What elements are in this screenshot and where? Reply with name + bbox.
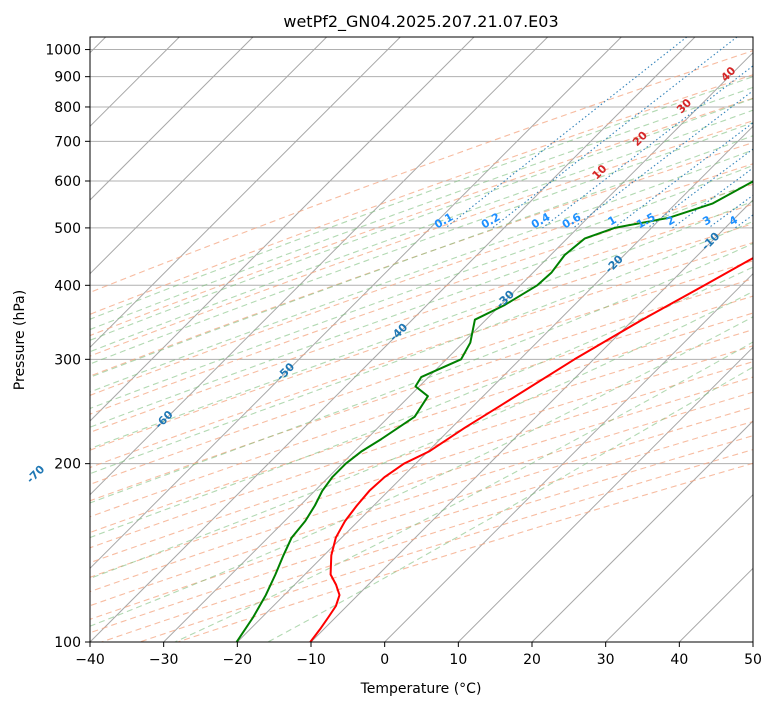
y-tick-label: 1000 bbox=[45, 43, 81, 59]
moist-adiabat bbox=[90, 164, 753, 410]
moist-adiabat bbox=[90, 266, 753, 539]
axes: −40 −30 −20 −10 0 10 20 30 40 50 1000 900 800 700 600 5… bbox=[45, 43, 762, 668]
isotherm-line bbox=[236, 125, 753, 642]
dewpoint-profile-line bbox=[235, 180, 753, 642]
y-tick-label: 500 bbox=[54, 221, 81, 237]
moist-adiabat bbox=[90, 76, 753, 320]
mixing-ratio-line bbox=[445, 37, 688, 229]
isotherm-line bbox=[605, 493, 753, 642]
mixing-ratio-line bbox=[672, 167, 753, 229]
y-tick-label: 600 bbox=[54, 174, 81, 190]
isotherm-line bbox=[90, 37, 549, 496]
y-tick-label: 300 bbox=[54, 352, 81, 368]
dry-adiabat bbox=[90, 183, 753, 415]
x-tick-label: 20 bbox=[523, 652, 541, 668]
moist-adiabat bbox=[90, 181, 753, 428]
moist-adiabat bbox=[90, 86, 753, 331]
isotherm-line bbox=[457, 346, 753, 642]
moist-adiabat bbox=[267, 366, 753, 642]
dry-adiabat bbox=[101, 435, 753, 642]
moist-adiabat bbox=[90, 200, 753, 450]
dry-adiabat bbox=[90, 361, 753, 578]
y-tick-label: 900 bbox=[54, 70, 81, 86]
chart-title: wetPf2_GN04.2025.207.21.07.E03 bbox=[283, 12, 558, 32]
background-lines bbox=[90, 37, 753, 642]
x-tick-label: 10 bbox=[449, 652, 467, 668]
x-tick-label: 40 bbox=[670, 652, 688, 668]
dry-adiabat bbox=[90, 97, 753, 337]
y-tick-label: 100 bbox=[54, 635, 81, 651]
x-tick-label: 0 bbox=[380, 652, 389, 668]
x-tick-label: −20 bbox=[223, 652, 253, 668]
x-tick-label: 50 bbox=[744, 652, 762, 668]
isotherm-line bbox=[90, 37, 696, 642]
y-tick-label: 400 bbox=[54, 278, 81, 294]
isotherm-line bbox=[90, 37, 328, 275]
y-tick-label: 700 bbox=[54, 134, 81, 150]
dry-adiabat bbox=[139, 449, 753, 642]
dry-adiabat bbox=[90, 329, 753, 549]
dry-adiabat bbox=[90, 141, 753, 377]
temperature-profile-line bbox=[309, 256, 753, 642]
y-tick-label: 200 bbox=[54, 457, 81, 473]
plot-frame bbox=[89, 36, 754, 643]
dry-adiabat bbox=[177, 462, 753, 642]
moist-adiabat bbox=[90, 97, 753, 341]
x-tick-label: −40 bbox=[75, 652, 105, 668]
x-tick-label: −10 bbox=[296, 652, 326, 668]
x-tick-label: 30 bbox=[597, 652, 615, 668]
isotherm-line bbox=[310, 199, 753, 642]
isotherm-line bbox=[752, 641, 753, 642]
moist-adiabat bbox=[90, 290, 753, 580]
x-tick-label: −30 bbox=[149, 652, 179, 668]
y-axis-label: Pressure (hPa) bbox=[12, 290, 28, 390]
data-lines bbox=[235, 180, 753, 642]
dry-adiabat bbox=[90, 345, 753, 564]
isotherm-line bbox=[531, 420, 753, 642]
isotherm-line bbox=[90, 37, 254, 201]
isotherm-line bbox=[163, 51, 753, 642]
moist-adiabat bbox=[90, 242, 753, 504]
mixing-ratio-line bbox=[542, 65, 753, 229]
isotherm-label: -70 bbox=[24, 462, 47, 485]
dry-adiabat bbox=[90, 120, 753, 357]
isotherm-line bbox=[90, 37, 475, 422]
y-tick-label: 800 bbox=[54, 100, 81, 116]
x-axis-label: Temperature (°C) bbox=[360, 681, 482, 697]
dry-adiabat bbox=[90, 50, 753, 293]
dry-adiabat bbox=[90, 163, 753, 396]
plot-background bbox=[90, 37, 753, 642]
mixing-ratio-line bbox=[613, 122, 753, 229]
moist-adiabat bbox=[90, 109, 753, 353]
isotherm-line bbox=[384, 272, 753, 642]
isotherm-line bbox=[90, 37, 401, 349]
isotherm-line bbox=[90, 37, 622, 570]
